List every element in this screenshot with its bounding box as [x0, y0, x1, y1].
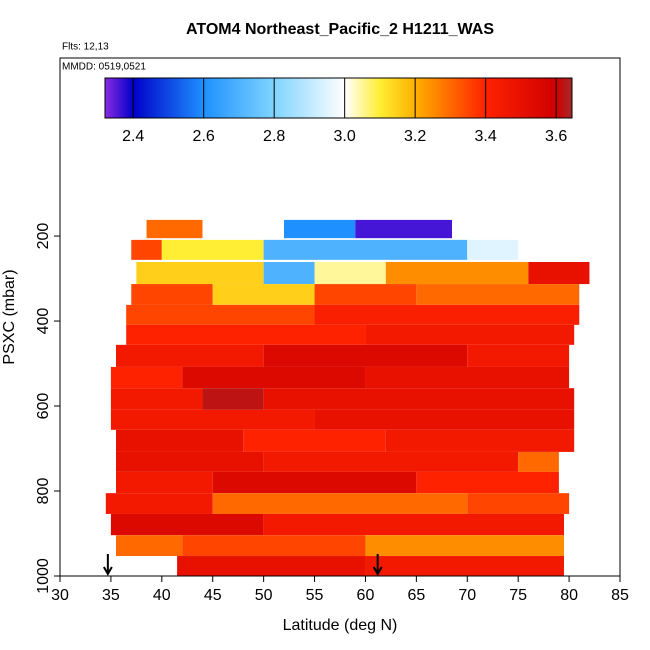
colorbar-tick-label: 2.4 [122, 128, 144, 145]
y-tick-label: 200 [35, 223, 52, 250]
x-tick-label: 45 [204, 587, 222, 604]
y-tick-label: 600 [35, 393, 52, 420]
cell [116, 471, 213, 494]
cell [263, 344, 468, 367]
cell [182, 535, 366, 557]
colorbar [104, 77, 573, 119]
cell [116, 344, 264, 367]
y-tick-label: 400 [35, 308, 52, 335]
cell [146, 219, 203, 239]
cell [365, 535, 564, 557]
x-tick-label: 75 [509, 587, 527, 604]
colorbar-tick-label: 2.8 [263, 128, 285, 145]
x-tick-label: 70 [458, 587, 476, 604]
cell [212, 471, 417, 494]
cell [314, 409, 575, 430]
cell [177, 556, 366, 576]
cell [528, 261, 590, 285]
cell [110, 513, 264, 536]
cell [126, 324, 366, 345]
x-tick-label: 55 [306, 587, 324, 604]
cells [105, 219, 590, 576]
x-tick-label: 40 [153, 587, 171, 604]
cell [314, 261, 386, 285]
x-tick-label: 30 [51, 587, 69, 604]
x-tick-label: 60 [357, 587, 375, 604]
cell [467, 344, 570, 367]
cell [202, 219, 284, 239]
cell [110, 409, 315, 430]
cell [263, 239, 468, 260]
cell [314, 304, 580, 325]
cell [243, 429, 386, 452]
colorbar-tick-label: 3.2 [404, 128, 426, 145]
cell [105, 493, 213, 514]
cell [116, 451, 264, 472]
cell [126, 304, 315, 325]
cell [182, 366, 366, 389]
cell [385, 261, 529, 285]
cell [212, 284, 315, 305]
cell [116, 535, 183, 557]
colorbar-tick-label: 3.6 [545, 128, 567, 145]
cell [467, 493, 570, 514]
subtitle: MMDD: 0519,0521 [62, 62, 146, 73]
x-tick-label: 35 [102, 587, 120, 604]
x-tick-label: 65 [407, 587, 425, 604]
colorbar-tick-label: 3.0 [334, 128, 356, 145]
cell [365, 324, 575, 345]
y-tick-label: 1000 [35, 558, 52, 594]
colorbar-tick-label: 3.4 [475, 128, 497, 145]
cell [212, 493, 468, 514]
x-tick-label: 85 [611, 587, 629, 604]
cell [116, 429, 244, 452]
x-axis-label: Latitude (deg N) [283, 617, 398, 634]
cell [136, 261, 264, 285]
cell [131, 284, 213, 305]
cell [416, 471, 559, 494]
cell [202, 388, 264, 410]
cell [284, 219, 356, 239]
cell [110, 388, 203, 410]
flight-marker [102, 554, 113, 577]
cell [385, 429, 575, 452]
x-tick-label: 50 [255, 587, 273, 604]
plot-frame [59, 57, 621, 577]
cell [314, 284, 417, 305]
y-tick-label: 800 [35, 478, 52, 505]
cell [365, 366, 570, 389]
cell [161, 239, 264, 260]
cell [365, 556, 564, 576]
cell [131, 239, 162, 260]
cell [263, 513, 564, 536]
y-axis-label: PSXC (mbar) [1, 269, 18, 364]
cell [355, 219, 452, 239]
cell [518, 451, 559, 472]
flight-marker [372, 554, 383, 577]
cell [416, 284, 580, 305]
cell [263, 388, 575, 410]
cell [263, 451, 519, 472]
x-tick-label: 80 [560, 587, 578, 604]
colorbar-tick-label: 2.6 [193, 128, 215, 145]
subtitle: Flts: 12,13 [62, 42, 109, 53]
cell [110, 366, 183, 389]
cell [263, 261, 315, 285]
cell [467, 239, 519, 260]
chart-title: ATOM4 Northeast_Pacific_2 H1211_WAS [186, 21, 494, 38]
